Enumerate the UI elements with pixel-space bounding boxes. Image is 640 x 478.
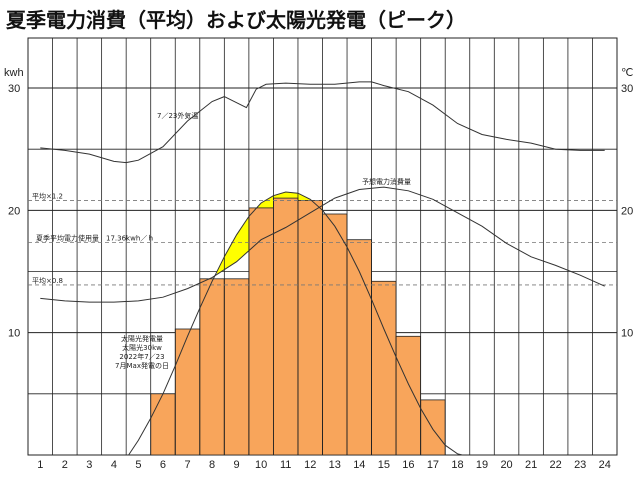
solar-bar [150,393,176,456]
annotation-line: 太陽光30kw [122,343,162,352]
solar-bar [297,200,323,456]
y-left-unit: kwh [4,67,24,79]
x-tick: 12 [304,459,316,471]
x-tick: 16 [402,459,414,471]
chart-title: 夏季電力消費（平均）および太陽光発電（ピーク） [6,8,466,32]
x-tick: 7 [184,459,190,471]
solar-bar [272,197,299,456]
x-tick: 8 [209,459,215,471]
solar-bar [346,239,372,456]
x-tick: 10 [255,459,267,471]
x-tick: 13 [329,459,341,471]
solar-bar [420,399,446,456]
solar-bar [223,278,250,456]
y-right-unit: ℃ [621,67,633,79]
x-tick: 24 [599,459,611,471]
predicted-consumption-line [40,186,605,303]
vertical-grid [52,38,593,455]
x-tick: 2 [62,459,68,471]
solar-bar [395,335,422,456]
x-tick: 14 [353,459,365,471]
x-tick: 5 [135,459,141,471]
annotation-line: 太陽光発電量 [121,334,163,343]
x-tick: 22 [550,459,562,471]
series-lines: 予想電力消費量 7／23外気温 [40,81,605,456]
x-tick: 6 [160,459,166,471]
y-tick-right: 30 [621,83,633,95]
y-tick-left: 20 [8,205,20,217]
x-tick: 23 [574,459,586,471]
x-tick: 18 [451,459,463,471]
y-tick-left: 10 [8,328,20,340]
reference-lines: 平均×1.2 夏季平均電力使用量 17.36kwh／ｈ 平均×0.8 [28,192,617,286]
solar-bars [150,197,446,456]
reference-label: 平均×0.8 [32,276,63,285]
x-tick: 11 [280,459,291,471]
temperature-label: 7／23外気温 [157,111,198,120]
x-tick: 19 [476,459,488,471]
solar-bar [199,278,225,456]
solar-bar [174,328,201,456]
reference-label: 夏季平均電力使用量 17.36kwh／ｈ [36,234,154,243]
x-tick: 21 [525,459,537,471]
solar-bar [322,213,348,456]
annotation-line: 2022年7／23 [119,352,164,361]
x-tick: 20 [500,459,512,471]
solar-bar [248,207,274,456]
x-tick: 17 [427,459,439,471]
x-tick: 4 [111,459,117,471]
temperature-line [40,81,605,164]
x-tick: 3 [86,459,92,471]
solar-curve-line [128,191,463,456]
x-tick: 9 [234,459,240,471]
x-tick: 15 [378,459,390,471]
x-tick: 1 [37,459,43,471]
y-tick-right: 20 [621,205,633,217]
y-tick-right: 10 [621,328,633,340]
annotation-line: 7月Max発電の日 [115,361,169,370]
predicted-consumption-label: 予想電力消費量 [362,177,411,186]
y-tick-left: 30 [8,83,20,95]
reference-label: 平均×1.2 [32,192,63,201]
